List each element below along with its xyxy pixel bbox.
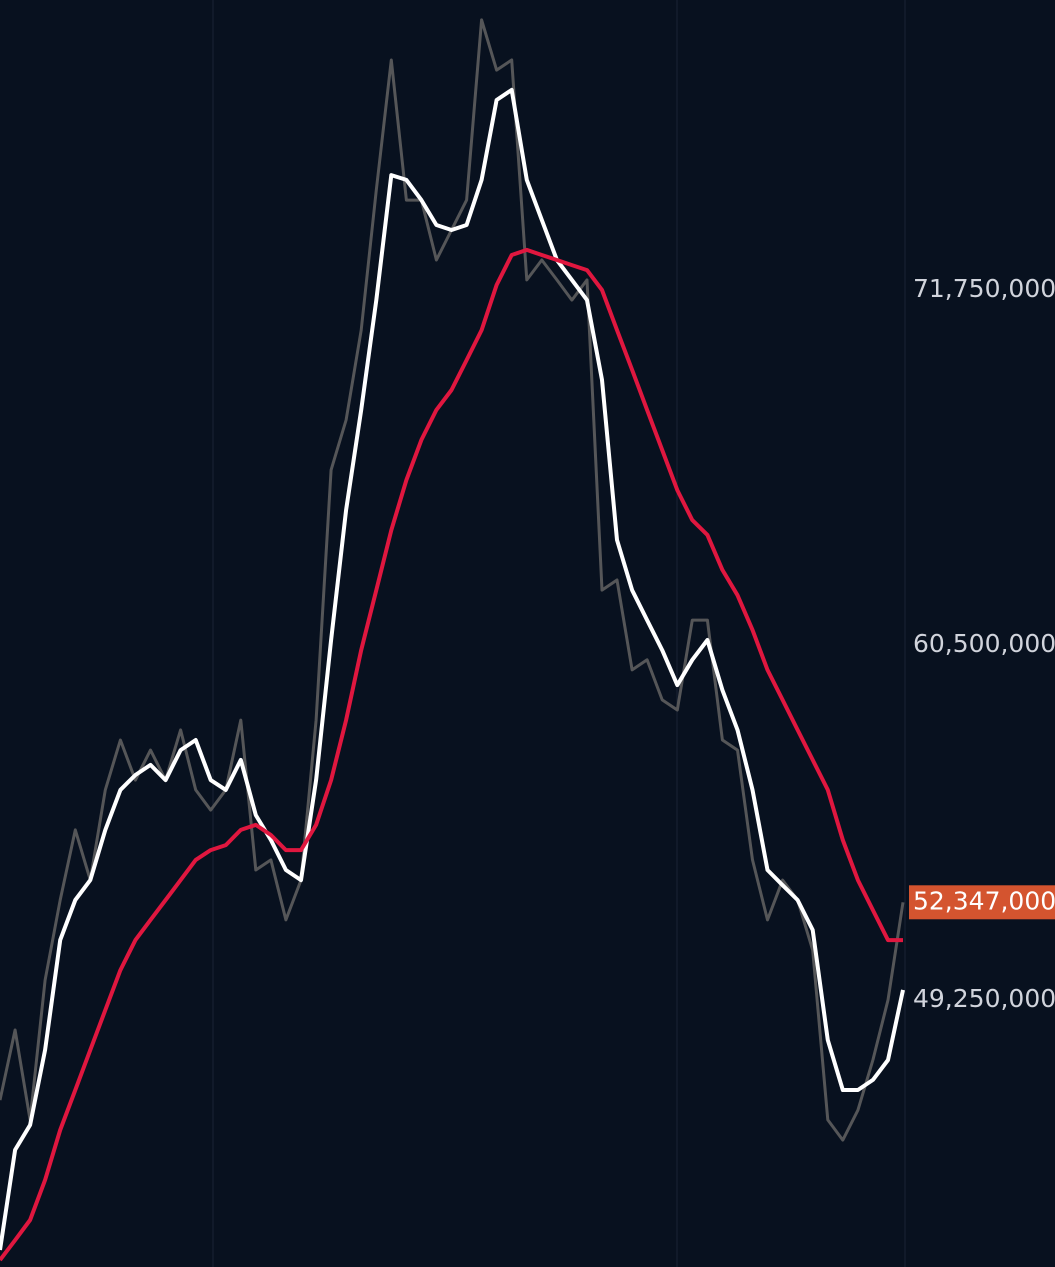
plot-area — [0, 18, 905, 1262]
last-price-badge — [909, 885, 1055, 920]
last-price-label: 52,347,000 — [913, 886, 1055, 915]
y-tick-label: 71,750,000 — [913, 274, 1055, 303]
price-axis: 49,250,000 60,500,000 71,750,000 52,347,000 — [909, 274, 1055, 1013]
y-tick-label: 60,500,000 — [913, 629, 1055, 658]
series-line — [0, 247, 903, 1262]
y-tick-label: 49,250,000 — [913, 984, 1055, 1013]
series-line — [0, 87, 905, 1251]
